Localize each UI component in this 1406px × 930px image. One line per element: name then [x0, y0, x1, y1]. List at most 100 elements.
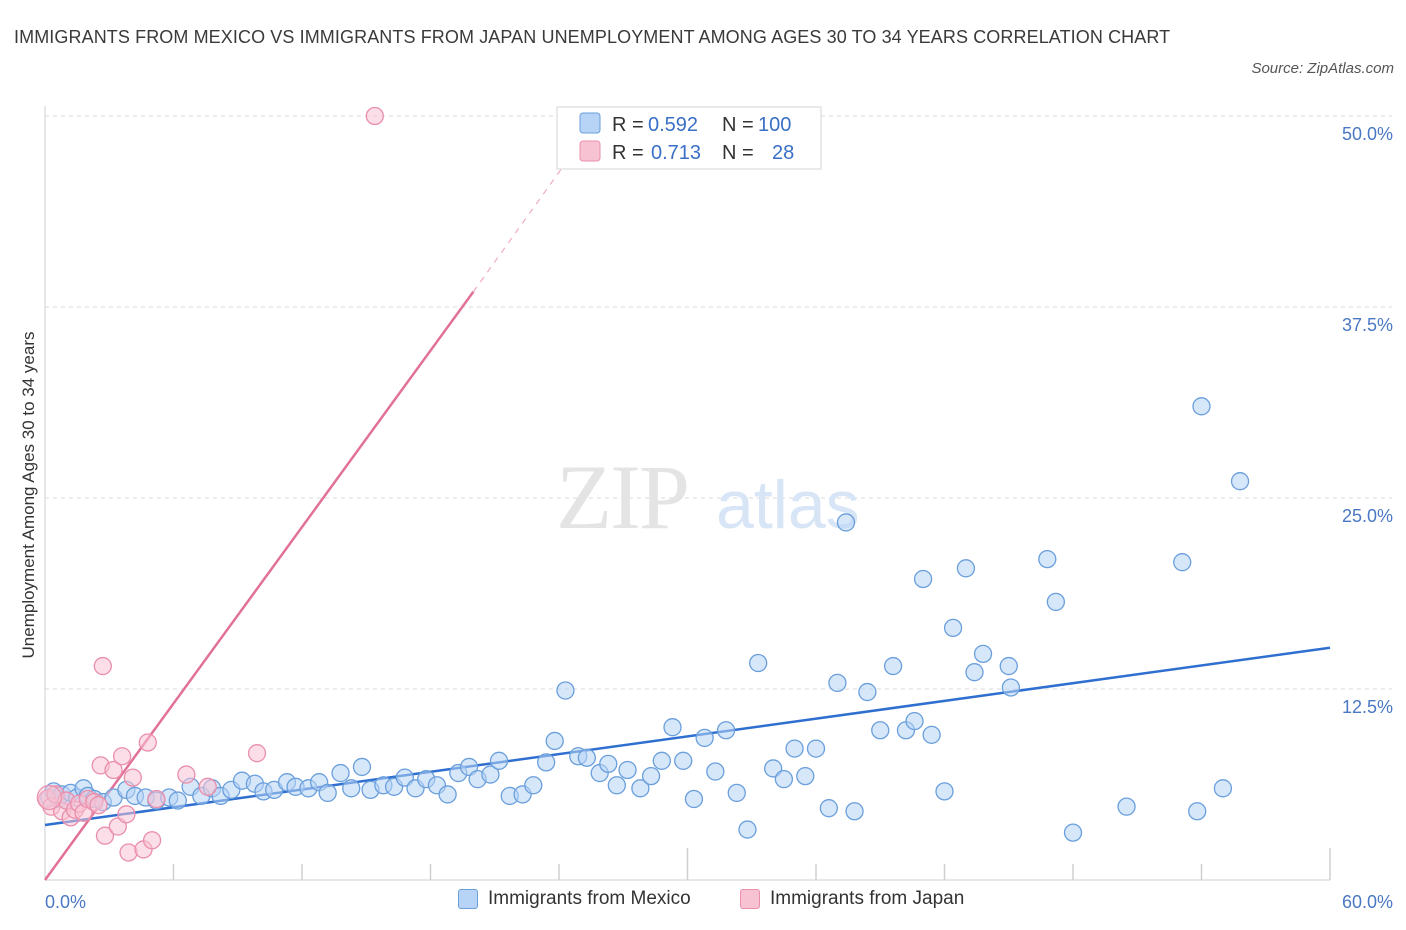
point-japan-14 [95, 826, 115, 845]
x-tick-label-max: 60.0% [1342, 892, 1393, 912]
y-tick-label-0: 12.5% [1342, 697, 1393, 717]
chart-title: IMMIGRANTS FROM MEXICO VS IMMIGRANTS FRO… [14, 27, 1171, 47]
legend-mexico-r-value: 0.592 [648, 114, 698, 136]
source-label: Source: ZipAtlas.com [1251, 60, 1394, 77]
point-mexico-31 [318, 783, 337, 803]
point-mexico-66 [695, 728, 714, 748]
mexico-swatch [458, 889, 478, 909]
point-mexico-82 [871, 721, 890, 740]
point-mexico-73 [774, 770, 794, 789]
point-mexico-102 [1213, 779, 1233, 798]
point-mexico-98 [1117, 797, 1136, 816]
point-mexico-100 [1188, 802, 1207, 821]
legend: R = 0.592 N = 100 R = 0.713 N = 28 [556, 106, 822, 170]
legend-japan-n-label: N = [722, 142, 754, 164]
point-mexico-59 [618, 760, 637, 780]
legend-japan-r-value: 0.713 [651, 142, 701, 164]
point-mexico-103 [1230, 472, 1250, 491]
point-mexico-57 [599, 754, 618, 774]
legend-label-mexico: Immigrants from Mexico [488, 888, 691, 909]
point-mexico-46 [481, 765, 500, 784]
legend-mexico-n-label: N = [722, 114, 754, 136]
point-mexico-77 [819, 799, 838, 818]
point-mexico-90 [956, 559, 976, 578]
point-mexico-42 [438, 785, 457, 804]
point-mexico-87 [922, 725, 941, 744]
point-mexico-51 [537, 753, 556, 772]
point-mexico-85 [905, 711, 924, 731]
y-tick-label-3: 50.0% [1342, 124, 1393, 144]
point-mexico-99 [1173, 553, 1192, 572]
point-mexico-60 [631, 779, 650, 798]
point-mexico-65 [684, 789, 704, 809]
trend-line-japan [43, 290, 475, 881]
watermark-atlas: atlas [716, 467, 860, 543]
point-mexico-47 [489, 751, 509, 770]
legend-mexico-r-label: R = [612, 114, 644, 136]
point-mexico-70 [738, 820, 757, 839]
point-japan-19 [119, 843, 138, 862]
point-mexico-101 [1192, 397, 1211, 416]
legend-swatch-japan [579, 140, 601, 162]
legend-item-mexico[interactable]: Immigrants from Mexico [458, 888, 691, 910]
point-mexico-75 [796, 766, 815, 786]
point-mexico-80 [845, 802, 864, 821]
point-japan-13 [93, 656, 112, 676]
point-mexico-69 [727, 783, 746, 803]
point-mexico-79 [836, 513, 856, 532]
legend-frame [556, 106, 822, 170]
point-mexico-61 [641, 766, 661, 786]
point-mexico-55 [577, 748, 596, 767]
point-japan-18 [117, 805, 136, 824]
point-mexico-33 [342, 779, 361, 798]
grid-lines [45, 115, 1392, 690]
point-mexico-34 [352, 757, 372, 777]
point-japan-28 [365, 106, 384, 126]
point-mexico-81 [858, 682, 877, 702]
point-mexico-32 [331, 763, 350, 783]
point-mexico-52 [545, 731, 564, 751]
tick-labels: 12.5% 25.0% 37.5% 50.0% 0.0% 60.0% [45, 124, 1393, 912]
point-japan-25 [177, 765, 196, 784]
watermark-zip: ZIP [556, 446, 688, 548]
point-mexico-74 [785, 739, 804, 758]
point-mexico-50 [524, 776, 543, 795]
point-japan-26 [198, 777, 217, 796]
point-japan-15 [104, 760, 123, 780]
point-mexico-58 [607, 776, 626, 795]
point-mexico-86 [913, 569, 933, 589]
legend-japan-n-value: 28 [772, 142, 794, 164]
point-mexico-71 [749, 653, 768, 673]
point-mexico-91 [965, 663, 984, 682]
point-mexico-95 [1038, 549, 1057, 569]
point-mexico-64 [674, 751, 693, 770]
point-mexico-78 [828, 673, 847, 693]
japan-swatch [740, 889, 760, 909]
point-japan-23 [142, 831, 162, 850]
point-mexico-17 [168, 791, 187, 810]
point-mexico-62 [652, 751, 671, 770]
point-japan-17 [112, 747, 132, 766]
point-mexico-97 [1063, 823, 1083, 842]
point-mexico-93 [999, 656, 1018, 676]
point-mexico-94 [1001, 678, 1021, 697]
y-axis-label: Unemployment Among Ages 30 to 34 years [19, 332, 38, 659]
point-japan-24 [147, 789, 166, 809]
x-tick-label-min: 0.0% [45, 892, 86, 912]
legend-swatch-mexico [579, 112, 601, 134]
legend-label-japan: Immigrants from Japan [770, 888, 965, 909]
point-japan-27 [247, 744, 267, 763]
point-mexico-63 [663, 718, 682, 737]
point-japan-cluster [36, 784, 62, 811]
trend-line-japan-extension [472, 156, 571, 293]
point-mexico-92 [973, 644, 993, 664]
point-mexico-83 [883, 656, 903, 676]
legend-item-japan[interactable]: Immigrants from Japan [740, 888, 964, 910]
point-mexico-89 [943, 618, 963, 638]
point-mexico-88 [935, 782, 954, 801]
point-mexico-68 [716, 721, 736, 740]
y-tick-label-2: 37.5% [1342, 315, 1393, 335]
point-mexico-76 [806, 739, 826, 758]
point-mexico-96 [1046, 592, 1066, 612]
